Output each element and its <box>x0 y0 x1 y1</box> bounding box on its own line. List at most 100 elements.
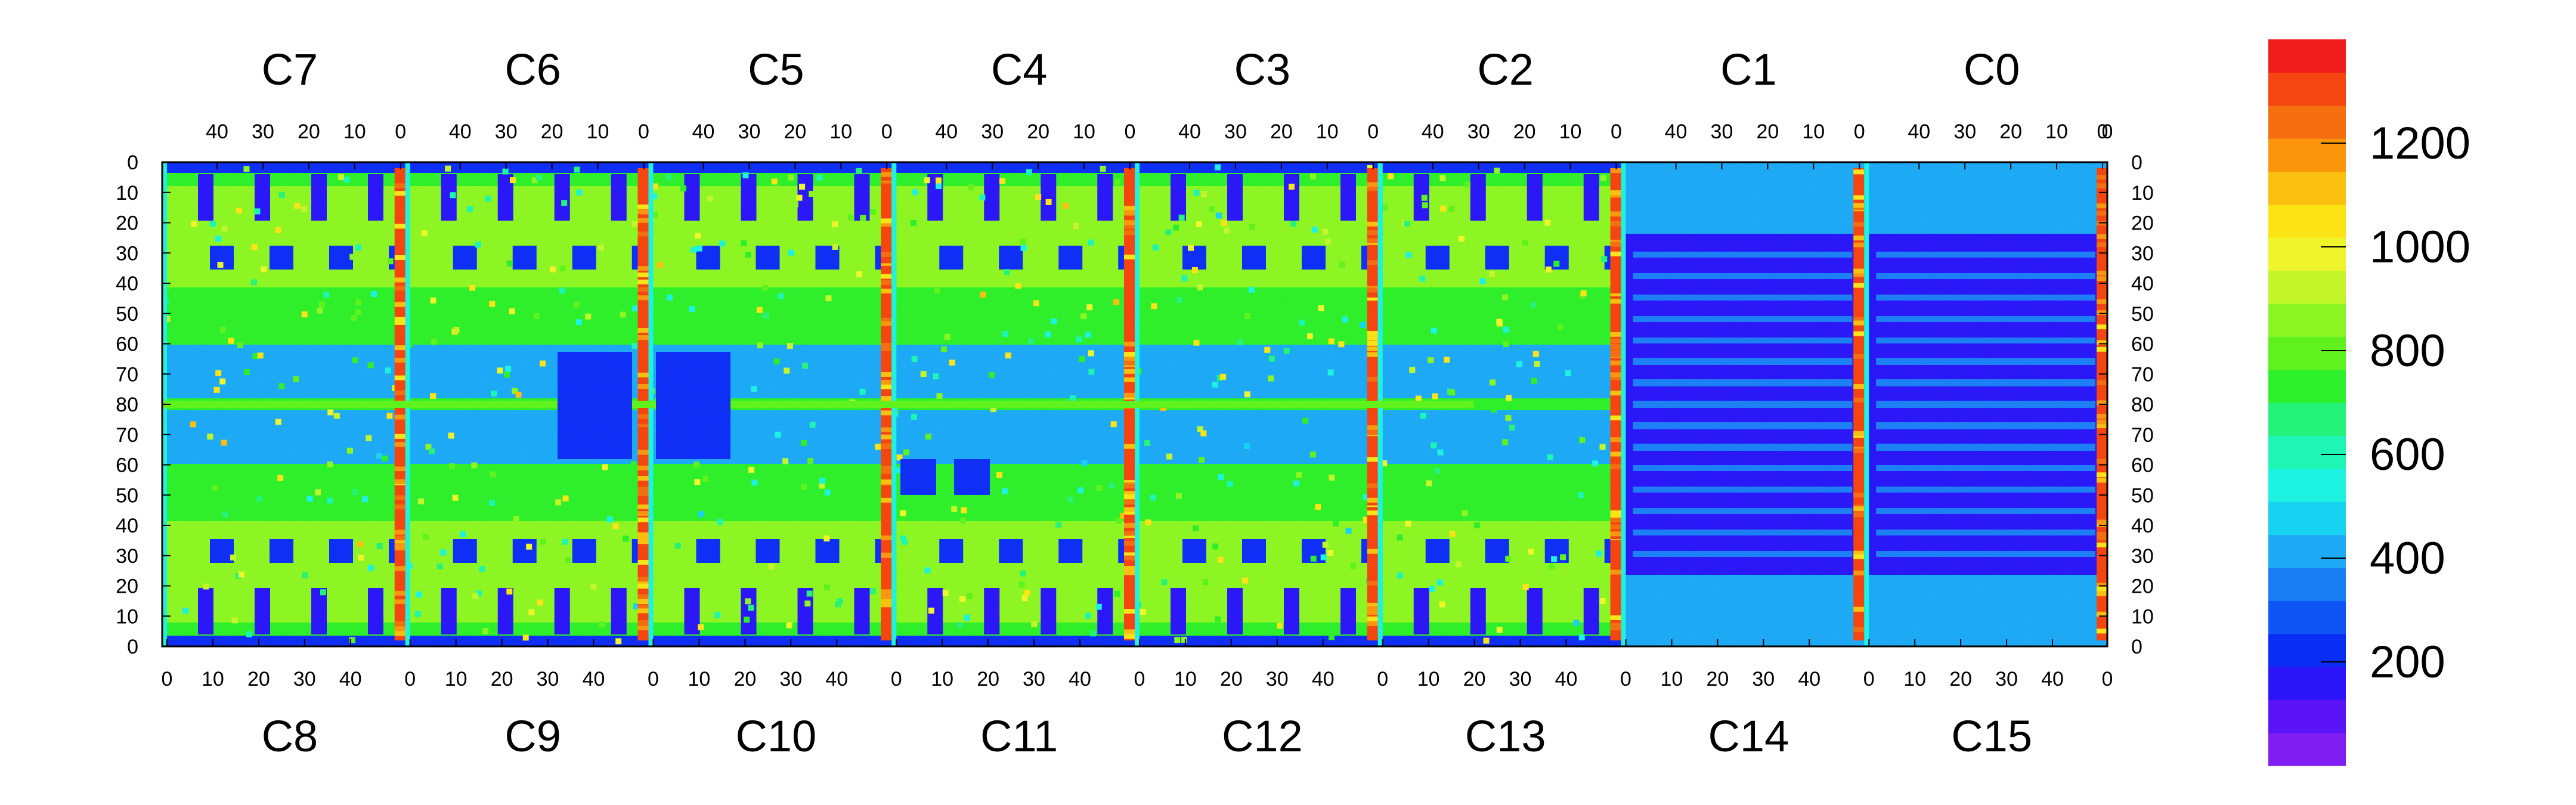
cell-speck <box>651 193 658 200</box>
hot-speck <box>1610 615 1621 620</box>
cell-speck <box>1505 395 1512 401</box>
cell-speck <box>1145 519 1151 526</box>
hot-speck <box>1124 328 1135 333</box>
cell-speck <box>837 598 843 605</box>
cell-speck <box>1363 516 1369 523</box>
cell-speck <box>1290 221 1297 227</box>
cell-speck <box>1193 339 1200 346</box>
bottom-tick-label: 0 <box>1863 668 1875 691</box>
hot-speck <box>2097 535 2107 541</box>
hot-speck <box>1610 193 1621 198</box>
hot-speck <box>1367 191 1378 196</box>
cell-block <box>1135 410 1378 464</box>
cell-speck <box>924 567 931 574</box>
bottom-tick-label: 30 <box>1752 668 1775 691</box>
chip-label-top: C6 <box>504 45 561 94</box>
cell-speck <box>1502 439 1509 445</box>
cell-speck <box>824 584 831 591</box>
cell-speck <box>1532 351 1539 357</box>
cell-speck <box>989 371 995 378</box>
cell-speck <box>1160 405 1167 411</box>
cell-speck <box>775 431 781 438</box>
hot-speck <box>1124 369 1135 374</box>
cell-speck <box>1600 175 1606 181</box>
cell-speck <box>573 301 580 308</box>
colorbar-segment <box>2268 72 2346 106</box>
cell-speck <box>698 511 704 518</box>
colorbar-tick-label: 400 <box>2370 533 2445 584</box>
cell-speck <box>585 313 592 320</box>
cell-speck <box>422 534 429 540</box>
cell-speck <box>1197 426 1203 432</box>
chip-separator <box>1621 162 1626 646</box>
cell-speck <box>504 371 510 378</box>
cell-speck <box>1479 278 1486 284</box>
hot-speck <box>1610 212 1621 217</box>
cell-speck <box>1436 579 1443 586</box>
cell-stripe <box>1876 423 2095 429</box>
cell-speck <box>1248 286 1255 293</box>
cell-speck <box>1217 556 1224 563</box>
cell-speck <box>788 249 794 256</box>
cell-speck <box>633 603 640 609</box>
cell-stripe <box>1633 487 1853 493</box>
hot-speck <box>2097 299 2107 304</box>
cell-speck <box>326 497 333 504</box>
cell-block <box>329 246 353 270</box>
cell-speck <box>333 413 340 419</box>
cell-speck <box>1110 421 1117 428</box>
cell-speck <box>1437 449 1444 456</box>
cell-speck <box>565 557 571 564</box>
cell-speck <box>910 219 917 226</box>
cell-speck <box>748 466 755 473</box>
cell-block <box>1621 575 1865 646</box>
cell-block <box>1135 345 1378 398</box>
y-tick-label-right: 30 <box>2131 242 2154 265</box>
hot-speck <box>1124 341 1135 346</box>
cell-speck <box>1192 525 1199 531</box>
hot-speck <box>1124 499 1135 504</box>
cell-speck <box>1197 284 1203 290</box>
cell-block <box>1171 174 1186 221</box>
cell-speck <box>320 589 326 596</box>
cell-speck <box>1431 327 1437 334</box>
cell-block <box>1864 575 2107 646</box>
top-tick-label: 20 <box>1270 120 1293 143</box>
cell-speck <box>440 549 447 556</box>
cell-speck <box>540 360 546 367</box>
hot-speck <box>1610 518 1621 523</box>
cell-speck <box>1510 466 1516 472</box>
cell-speck <box>859 388 866 395</box>
cell-speck <box>1176 297 1183 304</box>
cell-speck <box>786 622 792 628</box>
hot-speck <box>881 396 892 401</box>
cell-speck <box>1080 313 1087 320</box>
cell-stripe <box>1633 273 1853 279</box>
hot-speck <box>1367 457 1378 462</box>
colorbar-segment <box>2268 501 2346 535</box>
hot-speck <box>2097 423 2107 429</box>
hot-speck <box>637 209 649 215</box>
hot-speck <box>394 188 405 194</box>
cell-speck <box>1367 165 1373 171</box>
cell-speck <box>1388 173 1394 179</box>
hot-speck <box>1367 238 1378 243</box>
hot-speck <box>394 538 405 543</box>
cell-speck <box>416 591 422 597</box>
cell-speck <box>1215 616 1221 623</box>
cell-speck <box>782 458 789 465</box>
y-tick-label-right: 60 <box>2131 454 2154 477</box>
cell-speck <box>784 367 790 374</box>
cell-stripe <box>1876 273 2095 279</box>
cell-speck <box>1144 439 1150 446</box>
hot-speck <box>637 465 649 470</box>
cell-speck <box>213 386 220 393</box>
cell-speck <box>488 500 495 506</box>
cell-speck <box>742 172 749 179</box>
y-tick-label-right: 10 <box>2131 605 2154 628</box>
cell-speck <box>1360 321 1366 328</box>
hot-speck <box>2097 276 2107 281</box>
hot-speck <box>1367 621 1378 626</box>
cell-speck <box>1242 577 1249 584</box>
